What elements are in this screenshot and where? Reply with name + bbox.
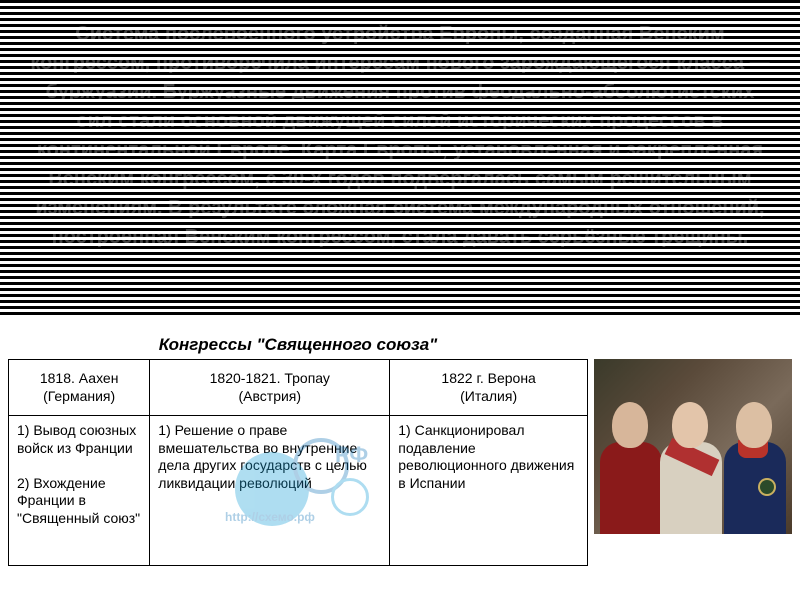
col-year-3: 1822 г. Верона	[441, 370, 535, 386]
congress-table-wrap: Конгрессы "Священного союза" 1818. Аахен…	[8, 335, 588, 566]
col-header-2: 1820-1821. Тропау (Австрия)	[150, 360, 390, 416]
portrait-figure-2	[656, 394, 726, 534]
cell-2: 1) Решение о праве вмешательства во внут…	[150, 416, 390, 566]
header-ghost-text: Система послевоенного устройства Европы,…	[0, 10, 800, 262]
table-body-row: 1) Вывод союзных войск из Франции 2) Вхо…	[9, 416, 588, 566]
portrait-image	[594, 359, 792, 534]
col-place-3: (Италия)	[460, 388, 517, 404]
striped-header-panel: Система послевоенного устройства Европы,…	[0, 0, 800, 335]
cell-1: 1) Вывод союзных войск из Франции 2) Вхо…	[9, 416, 150, 566]
bottom-content: Конгрессы "Священного союза" 1818. Аахен…	[0, 335, 800, 574]
cell-3: 1) Санкционировал подавление революционн…	[390, 416, 588, 566]
col-place-2: (Австрия)	[239, 388, 302, 404]
col-place-1: (Германия)	[43, 388, 115, 404]
col-header-1: 1818. Аахен (Германия)	[9, 360, 150, 416]
table-header-row: 1818. Аахен (Германия) 1820-1821. Тропау…	[9, 360, 588, 416]
table-title: Конгрессы "Священного союза"	[8, 335, 588, 355]
portrait-figure-3	[720, 394, 790, 534]
congress-table: 1818. Аахен (Германия) 1820-1821. Тропау…	[8, 359, 588, 566]
col-year-1: 1818. Аахен	[40, 370, 119, 386]
col-header-3: 1822 г. Верона (Италия)	[390, 360, 588, 416]
col-year-2: 1820-1821. Тропау	[210, 370, 330, 386]
